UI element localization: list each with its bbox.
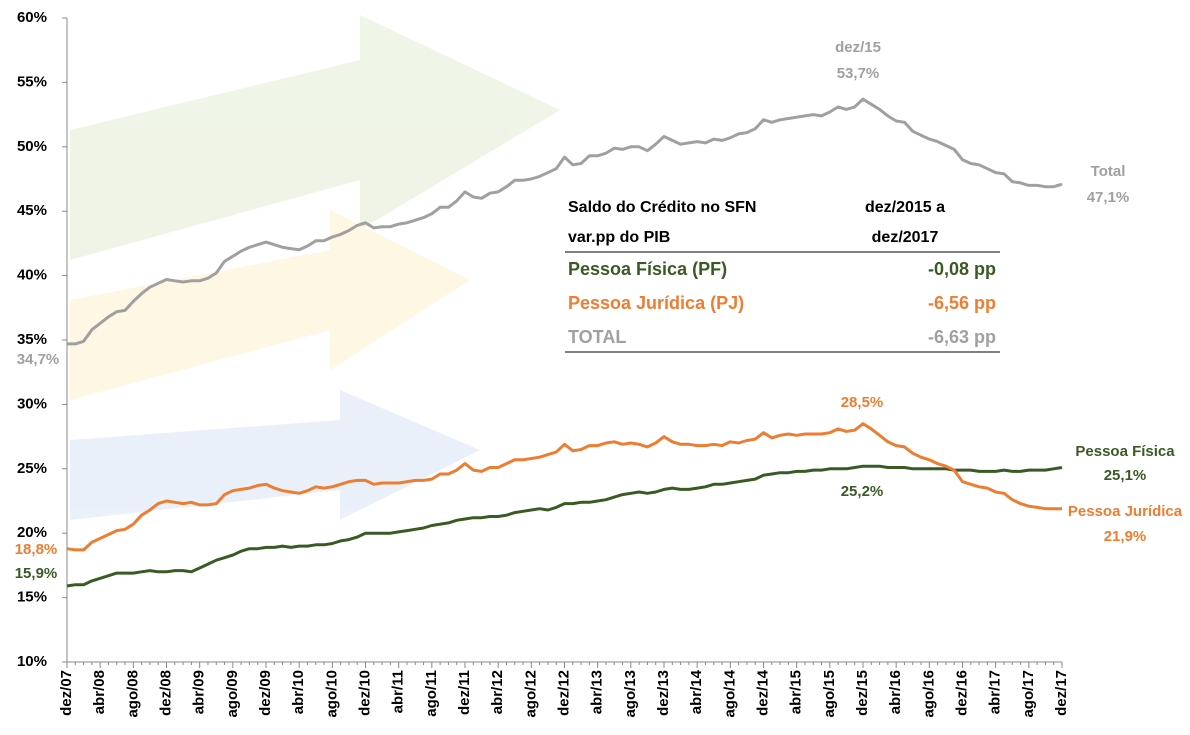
x-tick-label: ago/15 xyxy=(821,670,838,718)
annotation: dez/15 xyxy=(835,39,881,56)
y-tick-label: 15% xyxy=(17,589,47,606)
annotation: 53,7% xyxy=(837,65,880,82)
x-tick-label: abr/08 xyxy=(91,670,108,714)
x-tick-label: dez/09 xyxy=(257,670,274,716)
y-tick-label: 55% xyxy=(17,73,47,90)
chart: 10% 15% 20% 25% 30% 35% 40% 45% 50% 55% 60% dez/07 a… xyxy=(0,0,1190,735)
x-tick-label: ago/17 xyxy=(1020,670,1037,718)
x-tick-label: dez/14 xyxy=(754,669,771,716)
annotation: 21,9% xyxy=(1104,528,1147,545)
y-tick-label: 30% xyxy=(17,395,47,412)
x-tick-label: dez/17 xyxy=(1053,670,1070,716)
annotation: Pessoa Física xyxy=(1075,443,1175,460)
y-tick-label: 25% xyxy=(17,460,47,477)
table-header: dez/2015 a xyxy=(865,199,945,216)
y-tick-label: 50% xyxy=(17,138,47,155)
x-tick-label: dez/12 xyxy=(555,670,572,716)
x-tick-label: ago/16 xyxy=(920,670,937,718)
x-tick-label: dez/15 xyxy=(854,670,871,716)
y-tick-label: 45% xyxy=(17,202,47,219)
table-cell: -6,63 pp xyxy=(928,327,996,347)
x-tick-label: ago/11 xyxy=(423,670,440,717)
table-header: Saldo do Crédito no SFN xyxy=(568,199,756,216)
annotation: 18,8% xyxy=(15,541,58,558)
x-tick-label: ago/10 xyxy=(323,670,340,718)
annotation: 25,1% xyxy=(1104,467,1147,484)
y-tick-label: 60% xyxy=(17,9,47,26)
table-cell: TOTAL xyxy=(568,327,626,347)
y-tick-label: 10% xyxy=(17,653,47,670)
x-tick-label: dez/13 xyxy=(655,670,672,716)
x-tick-label: dez/16 xyxy=(953,670,970,716)
x-tick-label: dez/11 xyxy=(456,670,473,715)
annotation: 28,5% xyxy=(841,394,884,411)
x-tick-label: dez/08 xyxy=(157,670,174,716)
x-tick-label: dez/10 xyxy=(356,670,373,716)
x-tick-label: abr/15 xyxy=(788,670,805,714)
annotation: 15,9% xyxy=(15,565,58,582)
table-cell: Pessoa Jurídica (PJ) xyxy=(568,293,744,313)
x-tick-label: abr/11 xyxy=(390,670,407,713)
x-tick-label: ago/08 xyxy=(124,670,141,718)
table-header: var.pp do PIB xyxy=(568,229,670,246)
x-tick-label: ago/14 xyxy=(721,669,738,717)
x-tick-label: ago/13 xyxy=(622,670,639,718)
x-tick-label: ago/09 xyxy=(224,670,241,718)
x-tick-label: abr/14 xyxy=(688,669,705,714)
y-tick-label: 40% xyxy=(17,267,47,284)
annotation: Pessoa Jurídica xyxy=(1068,503,1183,520)
x-tick-label: ago/12 xyxy=(522,670,539,718)
annotation: 25,2% xyxy=(841,483,884,500)
table-cell: -0,08 pp xyxy=(928,259,996,279)
x-tick-label: abr/16 xyxy=(887,670,904,714)
annotation: Total xyxy=(1091,163,1126,180)
table-header: dez/2017 xyxy=(872,229,939,246)
x-tick-label: abr/17 xyxy=(987,670,1004,714)
y-tick-label: 35% xyxy=(17,331,47,348)
x-tick-label: abr/13 xyxy=(589,670,606,714)
background-arrows xyxy=(70,15,560,520)
x-tick-label: abr/12 xyxy=(489,670,506,714)
x-tick-label: abr/09 xyxy=(191,670,208,714)
table-cell: -6,56 pp xyxy=(928,293,996,313)
x-tick-label: abr/10 xyxy=(290,670,307,714)
x-tick-label: dez/07 xyxy=(58,670,75,716)
annotation: 34,7% xyxy=(17,351,60,368)
table-cell: Pessoa Física (PF) xyxy=(568,259,727,279)
annotation: 47,1% xyxy=(1087,189,1130,206)
y-tick-label: 20% xyxy=(17,524,47,541)
